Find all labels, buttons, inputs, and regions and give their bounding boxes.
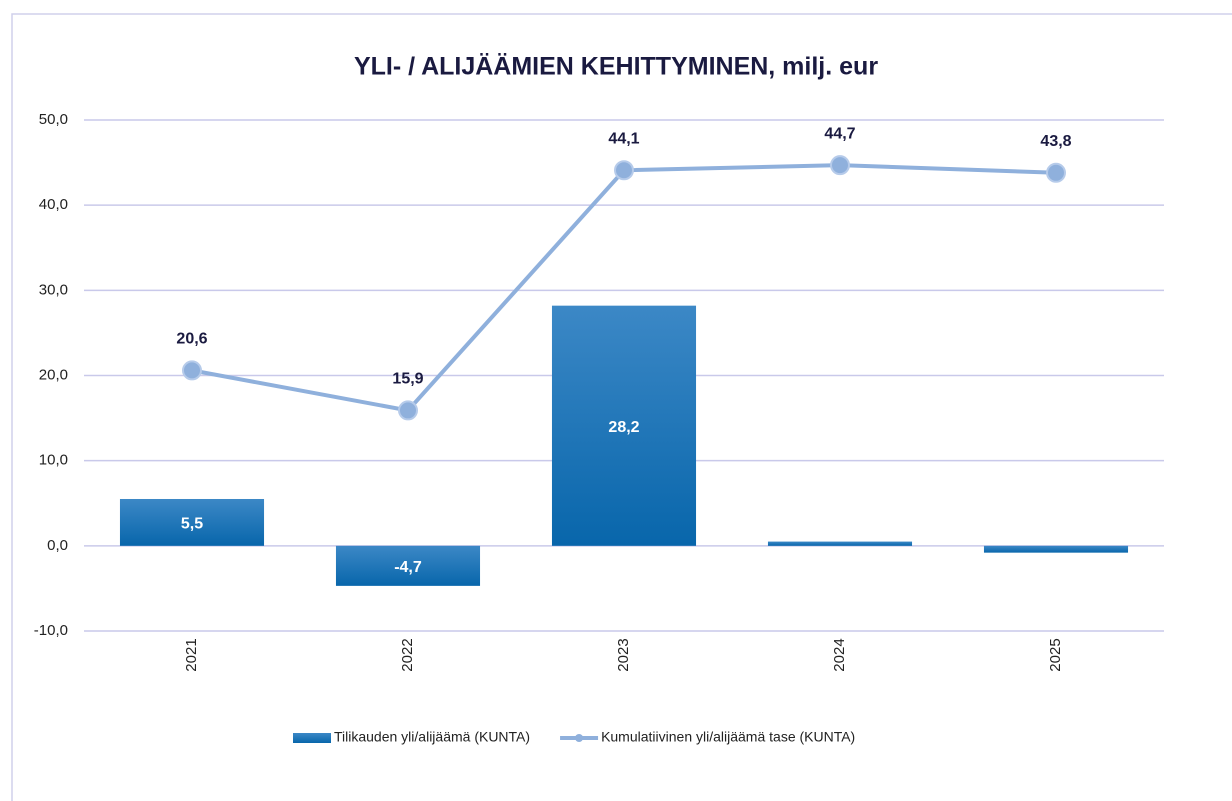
bar xyxy=(767,541,913,546)
bar xyxy=(983,545,1129,553)
line-marker xyxy=(398,400,418,421)
line-marker xyxy=(830,155,850,176)
legend-swatch-marker xyxy=(575,734,584,742)
line-value-label: 15,9 xyxy=(392,371,423,388)
x-tick-label: 2025 xyxy=(1047,638,1064,671)
legend-swatch xyxy=(293,733,331,743)
y-tick-label: 0,0 xyxy=(47,537,68,554)
line-marker xyxy=(182,360,202,381)
line-marker xyxy=(1046,162,1066,183)
line-value-label: 43,8 xyxy=(1040,133,1071,150)
bar-value-label: 28,2 xyxy=(608,419,639,436)
line-value-label: 44,1 xyxy=(608,130,639,147)
bar-value-label: -4,7 xyxy=(394,559,422,576)
y-tick-label: 30,0 xyxy=(39,281,68,298)
bar xyxy=(551,305,697,546)
x-tick-label: 2023 xyxy=(615,638,632,671)
y-tick-label: 10,0 xyxy=(39,452,68,469)
y-tick-label: -10,0 xyxy=(34,622,68,639)
y-tick-label: 20,0 xyxy=(39,366,68,383)
legend-label: Tilikauden yli/alijäämä (KUNTA) xyxy=(334,729,530,745)
legend-label: Kumulatiivinen yli/alijäämä tase (KUNTA) xyxy=(601,729,855,745)
chart-border xyxy=(11,13,1232,801)
y-tick-label: 40,0 xyxy=(39,196,68,213)
line-value-label: 20,6 xyxy=(176,331,207,348)
x-tick-label: 2021 xyxy=(183,638,200,671)
bar xyxy=(119,498,265,546)
line-marker xyxy=(614,160,634,181)
x-tick-label: 2024 xyxy=(831,638,848,671)
line-value-label: 44,7 xyxy=(824,125,855,142)
bar xyxy=(335,545,481,586)
chart-title: YLI- / ALIJÄÄMIEN KEHITTYMINEN, milj. eu… xyxy=(354,53,878,81)
bar-value-label: 5,5 xyxy=(181,516,203,533)
y-tick-label: 50,0 xyxy=(39,111,68,128)
x-tick-label: 2022 xyxy=(399,638,416,671)
